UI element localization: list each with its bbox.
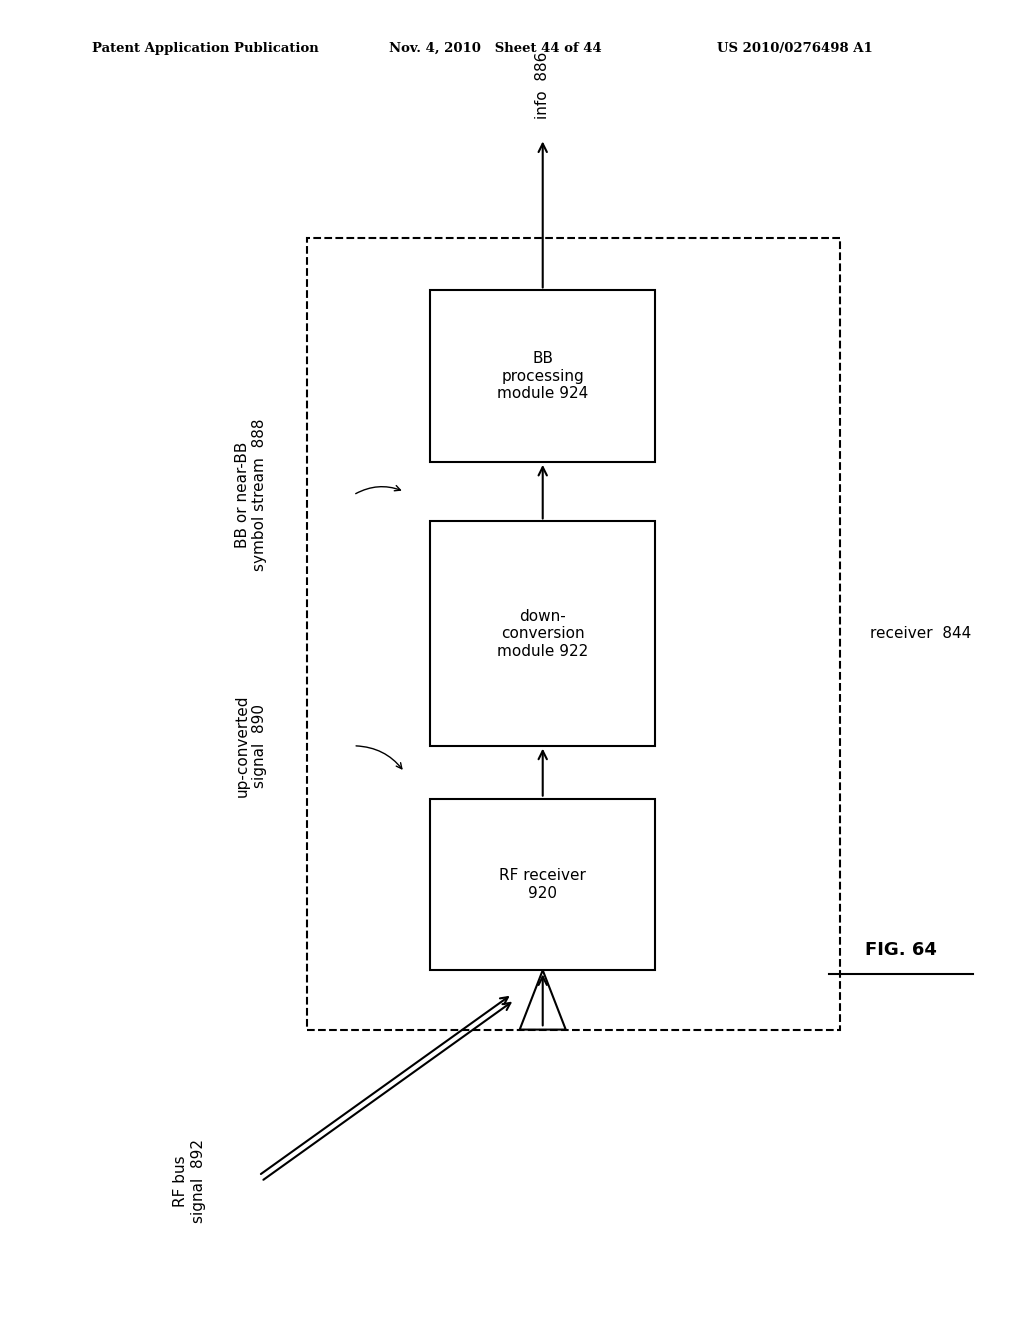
Bar xyxy=(430,799,655,970)
Text: Nov. 4, 2010   Sheet 44 of 44: Nov. 4, 2010 Sheet 44 of 44 xyxy=(389,42,602,55)
Text: US 2010/0276498 A1: US 2010/0276498 A1 xyxy=(717,42,872,55)
Text: FIG. 64: FIG. 64 xyxy=(865,941,937,960)
Bar xyxy=(307,238,840,1030)
Text: down-
conversion
module 922: down- conversion module 922 xyxy=(497,609,589,659)
Text: Patent Application Publication: Patent Application Publication xyxy=(92,42,318,55)
Text: RF bus
signal  892: RF bus signal 892 xyxy=(173,1139,206,1224)
Bar xyxy=(430,290,655,462)
Text: BB or near-BB
symbol stream  888: BB or near-BB symbol stream 888 xyxy=(234,418,267,572)
Text: info  886: info 886 xyxy=(536,51,550,120)
Text: BB
processing
module 924: BB processing module 924 xyxy=(497,351,589,401)
Text: receiver  844: receiver 844 xyxy=(870,626,972,642)
Text: up-converted
signal  890: up-converted signal 890 xyxy=(234,694,267,797)
Bar xyxy=(430,521,655,746)
Text: RF receiver
920: RF receiver 920 xyxy=(500,869,586,900)
